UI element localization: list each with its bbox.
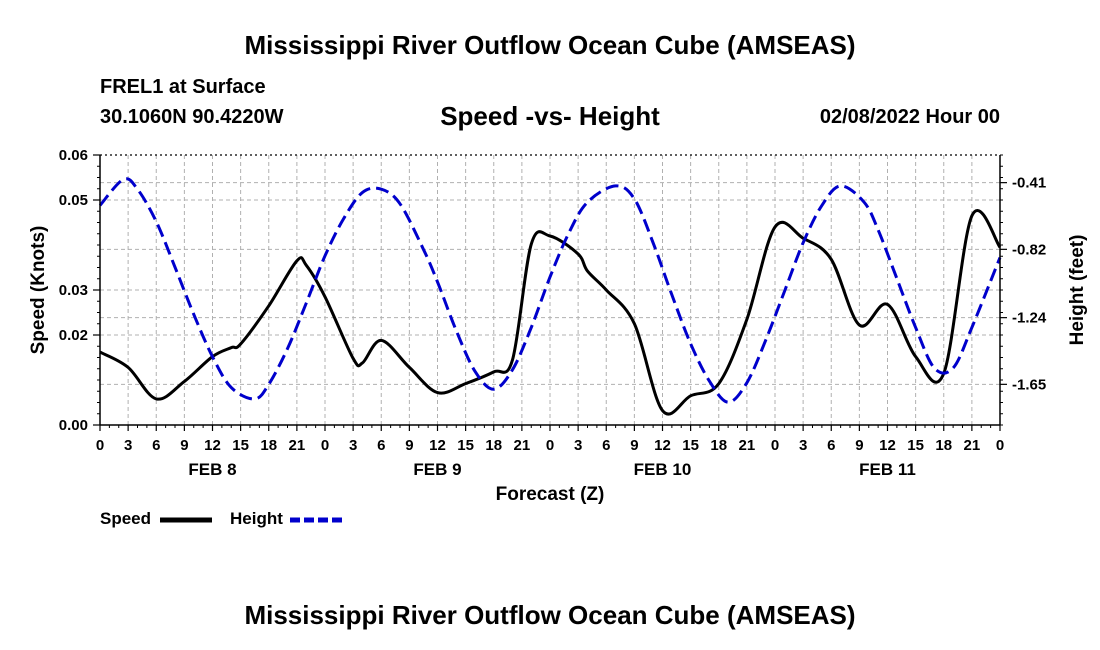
y-tick-label: 0.00 <box>59 417 88 434</box>
x-tick-label: 21 <box>964 437 981 454</box>
day-label: FEB 9 <box>413 460 461 479</box>
x-tick-label: 21 <box>514 437 531 454</box>
x-tick-label: 21 <box>739 437 756 454</box>
x-tick-label: 9 <box>630 437 638 454</box>
day-label: FEB 11 <box>859 460 916 479</box>
chart-subtitle: Speed -vs- Height <box>440 101 660 131</box>
x-tick-label: 12 <box>654 437 671 454</box>
x-tick-label: 21 <box>289 437 306 454</box>
x-tick-label: 6 <box>827 437 835 454</box>
x-axis-label: Forecast (Z) <box>496 484 605 505</box>
x-tick-label: 12 <box>429 437 446 454</box>
x-tick-label: 15 <box>232 437 249 454</box>
y2-tick-label: -1.65 <box>1012 376 1046 393</box>
y-tick-label: 0.02 <box>59 327 88 344</box>
y2-tick-label: -0.41 <box>1012 175 1046 192</box>
x-tick-label: 0 <box>546 437 554 454</box>
day-label: FEB 10 <box>634 460 692 479</box>
x-tick-label: 12 <box>879 437 896 454</box>
grid-layer <box>100 155 1000 425</box>
x-tick-label: 18 <box>710 437 727 454</box>
x-tick-label: 18 <box>485 437 502 454</box>
chart-bottom-title: Mississippi River Outflow Ocean Cube (AM… <box>244 600 856 630</box>
x-tick-label: 18 <box>260 437 277 454</box>
forecast-datetime: 02/08/2022 Hour 00 <box>819 106 1000 128</box>
x-tick-label: 3 <box>799 437 807 454</box>
x-tick-label: 6 <box>152 437 160 454</box>
x-tick-label: 15 <box>907 437 924 454</box>
series-layer <box>98 177 1002 416</box>
x-tick-label: 6 <box>377 437 385 454</box>
y-axis-ticks: 0.00 0.02 0.03 0.05 0.06 <box>59 147 100 434</box>
y-tick-label: 0.06 <box>59 147 88 164</box>
speed-series-line <box>99 209 1002 416</box>
x-tick-label: 0 <box>96 437 104 454</box>
y-axis-label: Speed (Knots) <box>28 226 49 355</box>
y2-axis-label: Height (feet) <box>1067 235 1088 346</box>
y2-tick-label: -1.24 <box>1012 310 1047 327</box>
legend-height-label: Height <box>230 509 283 528</box>
station-coordinates: 30.1060N 90.4220W <box>100 106 284 128</box>
x-tick-label: 0 <box>321 437 329 454</box>
x-tick-label: 3 <box>574 437 582 454</box>
x-tick-label: 0 <box>771 437 779 454</box>
chart-main-title: Mississippi River Outflow Ocean Cube (AM… <box>244 30 856 60</box>
height-series-line <box>98 177 1002 404</box>
x-tick-label: 15 <box>457 437 474 454</box>
x-axis-ticks: 0 3 6 9 12 15 18 21 0 3 6 9 12 15 18 21 0 3 6 9 12 15 18 21 0 3 6 9… <box>96 425 1004 479</box>
x-tick-label: 12 <box>204 437 221 454</box>
x-tick-label: 9 <box>855 437 863 454</box>
x-tick-label: 18 <box>935 437 952 454</box>
x-tick-label: 3 <box>124 437 132 454</box>
x-tick-label: 6 <box>602 437 610 454</box>
station-label: FREL1 at Surface <box>100 76 266 98</box>
x-tick-label: 0 <box>996 437 1004 454</box>
x-tick-label: 15 <box>682 437 699 454</box>
x-tick-label: 3 <box>349 437 357 454</box>
x-tick-label: 9 <box>180 437 188 454</box>
y2-tick-label: -0.82 <box>1012 241 1046 258</box>
y-tick-label: 0.03 <box>59 282 88 299</box>
x-tick-label: 9 <box>405 437 413 454</box>
y2-axis-ticks: -0.41 -0.82 -1.24 -1.65 <box>1000 154 1047 426</box>
y-tick-label: 0.05 <box>59 192 88 209</box>
day-label: FEB 8 <box>188 460 236 479</box>
legend-speed-label: Speed <box>100 509 152 528</box>
